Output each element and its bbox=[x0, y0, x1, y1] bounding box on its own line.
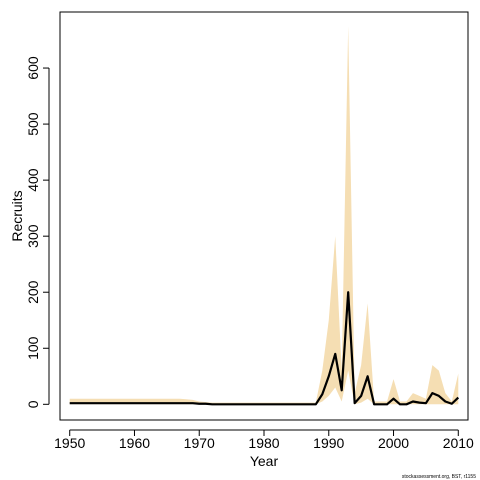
footnote: stockassessment.org, BST, r1155 bbox=[402, 474, 476, 480]
x-tick-label: 1980 bbox=[248, 435, 279, 451]
x-tick-label: 2000 bbox=[378, 435, 409, 451]
x-axis-title: Year bbox=[250, 453, 279, 469]
y-tick-label: 500 bbox=[25, 112, 41, 136]
y-tick-label: 600 bbox=[25, 56, 41, 80]
y-tick-label: 300 bbox=[25, 224, 41, 248]
x-axis: 1950 1960 1970 1980 1990 2000 2010 bbox=[54, 429, 474, 451]
y-axis: 0 100 200 300 400 500 600 bbox=[25, 56, 50, 408]
y-tick-label: 100 bbox=[25, 336, 41, 360]
y-axis-title: Recruits bbox=[9, 190, 25, 241]
x-tick-label: 1960 bbox=[119, 435, 150, 451]
x-tick-label: 1990 bbox=[313, 435, 344, 451]
y-tick-label: 400 bbox=[25, 168, 41, 192]
x-tick-label: 2010 bbox=[443, 435, 474, 451]
y-tick-label: 200 bbox=[25, 280, 41, 304]
x-tick-label: 1950 bbox=[54, 435, 85, 451]
x-tick-label: 1970 bbox=[184, 435, 215, 451]
y-tick-label: 0 bbox=[25, 400, 41, 408]
plot-frame bbox=[59, 11, 469, 421]
recruits-line bbox=[69, 291, 460, 406]
